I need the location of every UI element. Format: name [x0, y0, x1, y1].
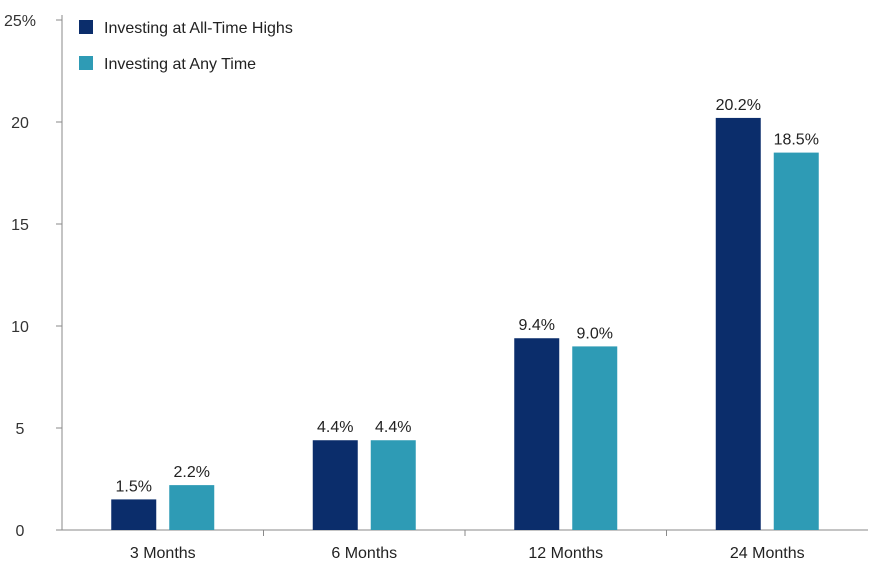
data-label: 4.4%	[317, 419, 353, 436]
y-tick-label: 15	[11, 217, 29, 234]
data-label: 9.0%	[577, 325, 613, 342]
legend-label: Investing at Any Time	[104, 56, 256, 73]
bar-all-time-highs	[715, 117, 761, 531]
legend-label: Investing at All-Time Highs	[104, 20, 293, 37]
y-tick-label: 25%	[4, 13, 36, 30]
y-tick-label: 0	[16, 523, 25, 540]
data-label: 9.4%	[519, 317, 555, 334]
x-category-label: 24 Months	[730, 545, 805, 561]
y-tick-label: 10	[11, 319, 29, 336]
y-tick-label: 20	[11, 115, 29, 132]
data-label: 20.2%	[716, 97, 761, 114]
axes: 0 5 10 15 20 25% 3 Months 6 Months 12 Months 24 M…	[4, 13, 868, 561]
data-label: 18.5%	[774, 132, 819, 149]
bar-any-time	[169, 485, 215, 530]
y-tick-label: 5	[16, 421, 25, 438]
bar-all-time-highs	[514, 338, 560, 530]
data-label: 4.4%	[375, 419, 411, 436]
data-label: 2.2%	[174, 464, 210, 481]
x-category-label: 3 Months	[130, 545, 196, 561]
legend: Investing at All-Time Highs Investing at …	[79, 20, 293, 73]
bar-any-time	[370, 440, 416, 530]
bar-any-time	[572, 346, 618, 530]
data-label: 1.5%	[116, 478, 152, 495]
x-category-label: 6 Months	[331, 545, 397, 561]
x-category-label: 12 Months	[528, 545, 603, 561]
legend-swatch	[79, 20, 93, 34]
bar-all-time-highs	[312, 440, 358, 530]
bar-all-time-highs	[111, 499, 157, 530]
bars: 1.5% 2.2% 4.4% 4.4% 9.4% 9.0% 20.2% 18.5%	[111, 97, 819, 531]
legend-swatch	[79, 56, 93, 70]
bar-any-time	[773, 152, 819, 530]
